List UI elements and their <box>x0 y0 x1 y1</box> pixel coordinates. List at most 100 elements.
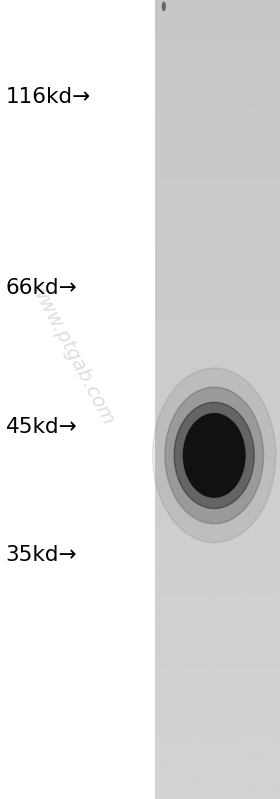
Point <box>250 115 255 128</box>
Point <box>266 586 271 598</box>
Point <box>193 275 197 288</box>
Point <box>265 535 270 548</box>
Point <box>165 547 169 559</box>
Point <box>197 427 201 439</box>
Point <box>261 82 265 95</box>
Bar <box>155 612 280 615</box>
Point <box>172 458 177 471</box>
Bar <box>155 617 280 619</box>
Point <box>265 753 269 765</box>
Point <box>159 111 163 124</box>
Point <box>158 182 163 195</box>
Point <box>239 247 244 260</box>
Point <box>187 257 191 270</box>
Point <box>172 47 177 60</box>
Point <box>204 641 209 654</box>
Point <box>217 310 222 323</box>
Point <box>208 260 212 272</box>
Point <box>223 471 228 483</box>
Point <box>156 26 161 38</box>
Point <box>211 300 215 313</box>
Point <box>185 61 190 74</box>
Point <box>209 99 214 112</box>
Point <box>244 593 249 606</box>
Point <box>264 670 269 682</box>
Point <box>168 47 172 60</box>
Point <box>265 623 270 636</box>
Bar <box>155 708 280 711</box>
Point <box>267 685 272 698</box>
Point <box>173 664 178 677</box>
Bar <box>155 556 280 559</box>
Bar <box>155 299 280 301</box>
Point <box>227 738 232 751</box>
Point <box>269 653 273 666</box>
Point <box>163 571 168 584</box>
Point <box>183 133 187 146</box>
Point <box>228 437 233 450</box>
Point <box>274 232 278 244</box>
Point <box>218 19 222 32</box>
Point <box>211 70 215 83</box>
Point <box>168 7 172 20</box>
Point <box>183 531 188 543</box>
Point <box>200 109 204 122</box>
Point <box>264 221 268 233</box>
Point <box>167 750 172 763</box>
Point <box>237 630 242 642</box>
Bar <box>155 252 280 256</box>
Point <box>195 411 199 424</box>
Point <box>169 184 174 197</box>
Point <box>201 284 206 297</box>
Point <box>183 606 188 618</box>
Point <box>207 332 212 345</box>
Point <box>246 261 250 274</box>
Point <box>264 182 268 195</box>
Point <box>163 703 167 716</box>
Point <box>266 172 270 185</box>
Bar <box>155 79 280 82</box>
Point <box>177 555 181 567</box>
Bar <box>155 189 280 192</box>
Point <box>207 75 211 88</box>
Point <box>168 637 172 650</box>
Bar <box>155 277 280 280</box>
Point <box>277 386 280 399</box>
Point <box>211 108 216 121</box>
Bar <box>155 135 280 137</box>
Bar <box>155 103 280 105</box>
Bar <box>155 433 280 435</box>
Point <box>232 243 237 256</box>
Point <box>259 586 263 599</box>
Point <box>161 323 165 336</box>
Point <box>210 263 215 276</box>
Point <box>235 639 239 652</box>
Point <box>225 138 229 151</box>
Point <box>249 503 253 515</box>
Point <box>239 717 243 729</box>
Point <box>198 698 203 710</box>
Point <box>244 611 249 624</box>
Point <box>206 112 211 125</box>
Point <box>180 438 185 451</box>
Point <box>259 504 263 517</box>
Point <box>165 581 169 594</box>
Point <box>243 340 248 352</box>
Point <box>272 599 277 612</box>
Point <box>200 229 204 241</box>
Point <box>167 40 171 53</box>
Point <box>206 285 210 298</box>
Point <box>278 155 280 168</box>
Point <box>163 50 168 63</box>
Point <box>196 788 200 799</box>
Point <box>160 164 164 177</box>
Point <box>206 292 210 305</box>
Point <box>261 204 265 217</box>
Point <box>241 691 246 704</box>
Point <box>237 45 241 58</box>
Point <box>253 580 257 593</box>
Point <box>262 558 267 570</box>
Point <box>194 105 199 118</box>
Point <box>209 499 213 512</box>
Point <box>188 751 193 764</box>
